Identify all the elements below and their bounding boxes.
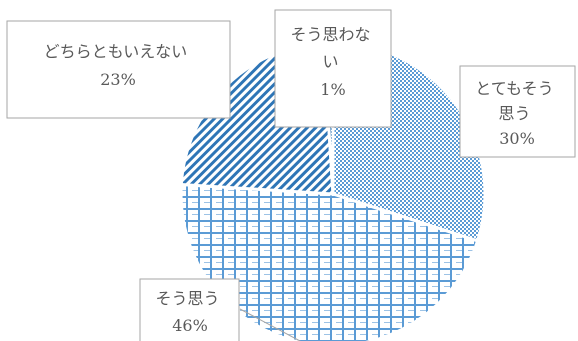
- callout-sou-omowanai: そう思わな い 1%: [274, 9, 392, 128]
- svg-text:そう思わな い 1%: そう思わな い 1%: [290, 25, 375, 99]
- callout-dochira-percent: 23%: [100, 70, 136, 89]
- callout-leader-soo-omou: [239, 308, 301, 341]
- callout-sou-omou-label: そう思う: [155, 289, 219, 308]
- callout-sou-omou-percent: 46%: [172, 316, 208, 335]
- callout-totemo-label-2: 思う: [498, 104, 530, 123]
- callout-sou-omowanai-label-1: そう思わな: [290, 25, 370, 44]
- callout-dochira: どちらともいえない 23%: [6, 20, 231, 119]
- callout-sou-omou: そう思う 46%: [139, 278, 240, 341]
- callout-sou-omowanai-percent: 1%: [320, 80, 345, 99]
- svg-text:どちらともいえない 23%: どちらともいえない 23%: [44, 42, 193, 89]
- callout-totemo-label-1: とてもそう: [475, 79, 553, 98]
- callout-dochira-label: どちらともいえない: [44, 42, 188, 61]
- callout-totemo-percent: 30%: [499, 129, 535, 148]
- callout-sou-omowanai-label-2: い: [322, 52, 338, 71]
- svg-text:そう思う 46%: そう思う 46%: [155, 289, 224, 335]
- callout-leaders: [239, 308, 301, 341]
- callout-totemo: とてもそう 思う 30%: [459, 65, 576, 158]
- slice-sou-omou: [179, 182, 480, 341]
- svg-text:とてもそう 思う 30%: とてもそう 思う 30%: [475, 79, 559, 148]
